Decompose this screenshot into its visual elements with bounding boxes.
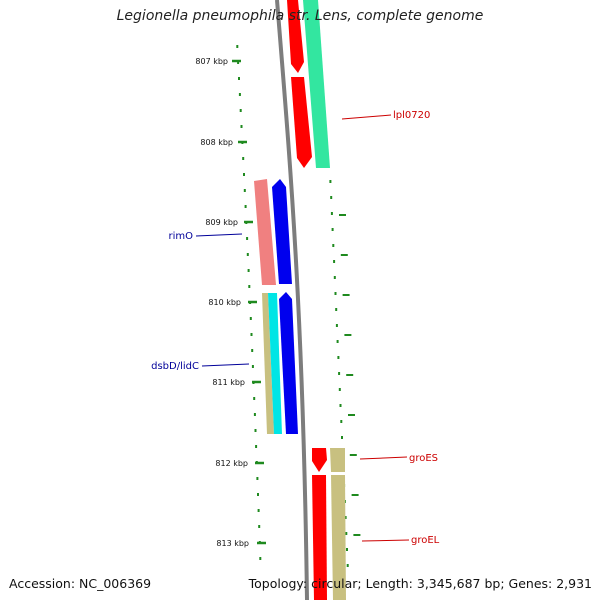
scale-dot xyxy=(332,244,335,247)
scale-dot xyxy=(335,324,338,327)
tick-label-812: 812 kbp xyxy=(215,459,248,468)
scale-dot xyxy=(341,436,343,439)
gene-label-dsbD-lidC[interactable]: dsbD/lidC xyxy=(151,361,199,372)
accession-text: Accession: NC_006369 xyxy=(9,576,152,591)
gene-label-groEL[interactable]: groEL xyxy=(411,535,440,546)
scale-dot xyxy=(333,260,336,263)
scale-tick-marks xyxy=(232,59,266,545)
scale-dot xyxy=(248,285,251,288)
scale-dot xyxy=(257,509,260,512)
tick-label-813: 813 kbp xyxy=(216,539,249,548)
scale-dot xyxy=(258,525,261,528)
scale-dot xyxy=(236,45,239,48)
features xyxy=(254,0,346,600)
gene-block-green[interactable] xyxy=(303,0,330,168)
scale-dot xyxy=(243,173,245,176)
tick-label-811: 811 kbp xyxy=(212,378,245,387)
leader-groEL xyxy=(361,539,410,542)
scale-dot xyxy=(255,445,258,448)
leader-rimO xyxy=(195,233,243,237)
scale-dot xyxy=(338,372,341,375)
tick-label-808: 808 kbp xyxy=(200,138,233,147)
map-title: Legionella pneumophila str. Lens, comple… xyxy=(116,8,484,24)
tick-label-807: 807 kbp xyxy=(195,57,228,66)
gene-labels: lpl0720 rimO dsbD/lidC groES groEL xyxy=(151,110,440,546)
gene-label-groES[interactable]: groES xyxy=(409,453,438,464)
scale-dot xyxy=(253,397,256,400)
scale-dot xyxy=(338,388,341,391)
scale-dot xyxy=(242,157,245,160)
genome-backbone xyxy=(275,0,309,600)
scale-dot xyxy=(240,125,243,128)
gene-block-pink[interactable] xyxy=(254,179,276,285)
scale-dot xyxy=(344,516,347,519)
scale-dot xyxy=(244,205,247,208)
tick-label-810: 810 kbp xyxy=(208,298,241,307)
gene-block-red[interactable] xyxy=(312,475,327,600)
gene-arrow-blue[interactable] xyxy=(279,292,298,434)
topology-text: Topology: circular; Length: 3,345,687 bp… xyxy=(248,576,592,591)
gene-block-tan[interactable] xyxy=(331,475,346,600)
scale-dot xyxy=(238,77,240,80)
gene-block-tan[interactable] xyxy=(330,448,345,472)
scale-dot xyxy=(337,356,340,359)
gene-arrow-red[interactable] xyxy=(287,0,304,73)
scale-dot xyxy=(346,564,349,567)
gene-label-lpl0720[interactable]: lpl0720 xyxy=(393,110,430,121)
gene-label-leaders xyxy=(195,114,410,542)
scale-dot xyxy=(330,196,333,199)
scale-dot xyxy=(237,61,240,64)
gene-block-tan[interactable] xyxy=(262,293,274,434)
scale-dot xyxy=(329,180,332,183)
scale-dot xyxy=(254,429,257,432)
scale-dot xyxy=(335,308,338,311)
scale-dot xyxy=(249,317,252,320)
scale-dot xyxy=(247,269,250,272)
scale-dot xyxy=(331,228,334,231)
scale-dot xyxy=(256,477,259,480)
scale-dot xyxy=(330,212,333,215)
scale-dot xyxy=(340,420,343,423)
scale-dot xyxy=(257,493,259,496)
scale-tick-labels: 807 kbp 808 kbp 809 kbp 810 kbp 811 kbp … xyxy=(195,57,249,548)
scale-dot xyxy=(238,93,241,96)
scale-dot xyxy=(345,532,348,535)
scale-dot xyxy=(336,340,339,343)
gene-arrow-red[interactable] xyxy=(291,77,312,168)
tick-label-809: 809 kbp xyxy=(205,218,238,227)
scale-dot xyxy=(239,109,242,112)
gene-arrow-red[interactable] xyxy=(312,448,327,472)
scale-dot xyxy=(346,548,348,551)
scale-dot xyxy=(333,276,336,279)
scale-dot xyxy=(253,413,256,416)
gene-block-cyan[interactable] xyxy=(268,293,282,434)
scale-dot xyxy=(251,349,254,352)
scale-dot xyxy=(334,292,337,295)
leader-lpl0720 xyxy=(341,114,392,120)
gene-label-rimO[interactable]: rimO xyxy=(168,231,193,242)
scale-dot xyxy=(251,365,254,368)
scale-dot xyxy=(259,557,262,560)
gene-arrow-blue[interactable] xyxy=(272,179,292,284)
scale-dot xyxy=(250,333,253,336)
scale-dot xyxy=(246,237,249,240)
leader-dsbD xyxy=(201,363,250,367)
scale-dot xyxy=(246,253,249,256)
scale-dot xyxy=(243,189,246,192)
scale-dot xyxy=(339,404,342,407)
leader-groES xyxy=(359,456,408,460)
